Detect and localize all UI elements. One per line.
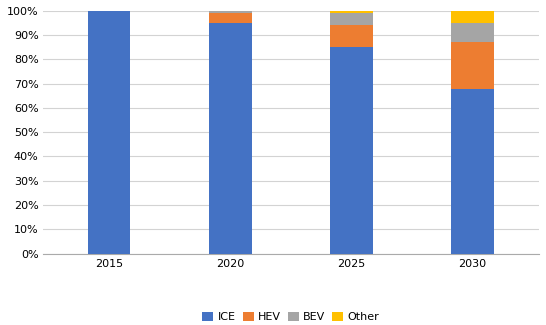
Legend: ICE, HEV, BEV, Other: ICE, HEV, BEV, Other xyxy=(198,307,384,325)
Bar xyxy=(330,13,372,25)
Bar xyxy=(209,23,252,254)
Bar xyxy=(209,11,252,13)
Bar xyxy=(330,47,372,254)
Bar xyxy=(209,13,252,23)
Bar xyxy=(88,11,130,254)
Bar xyxy=(452,11,494,23)
Bar xyxy=(452,43,494,88)
Bar xyxy=(330,25,372,47)
Bar xyxy=(452,88,494,254)
Bar xyxy=(330,11,372,13)
Bar xyxy=(452,23,494,43)
